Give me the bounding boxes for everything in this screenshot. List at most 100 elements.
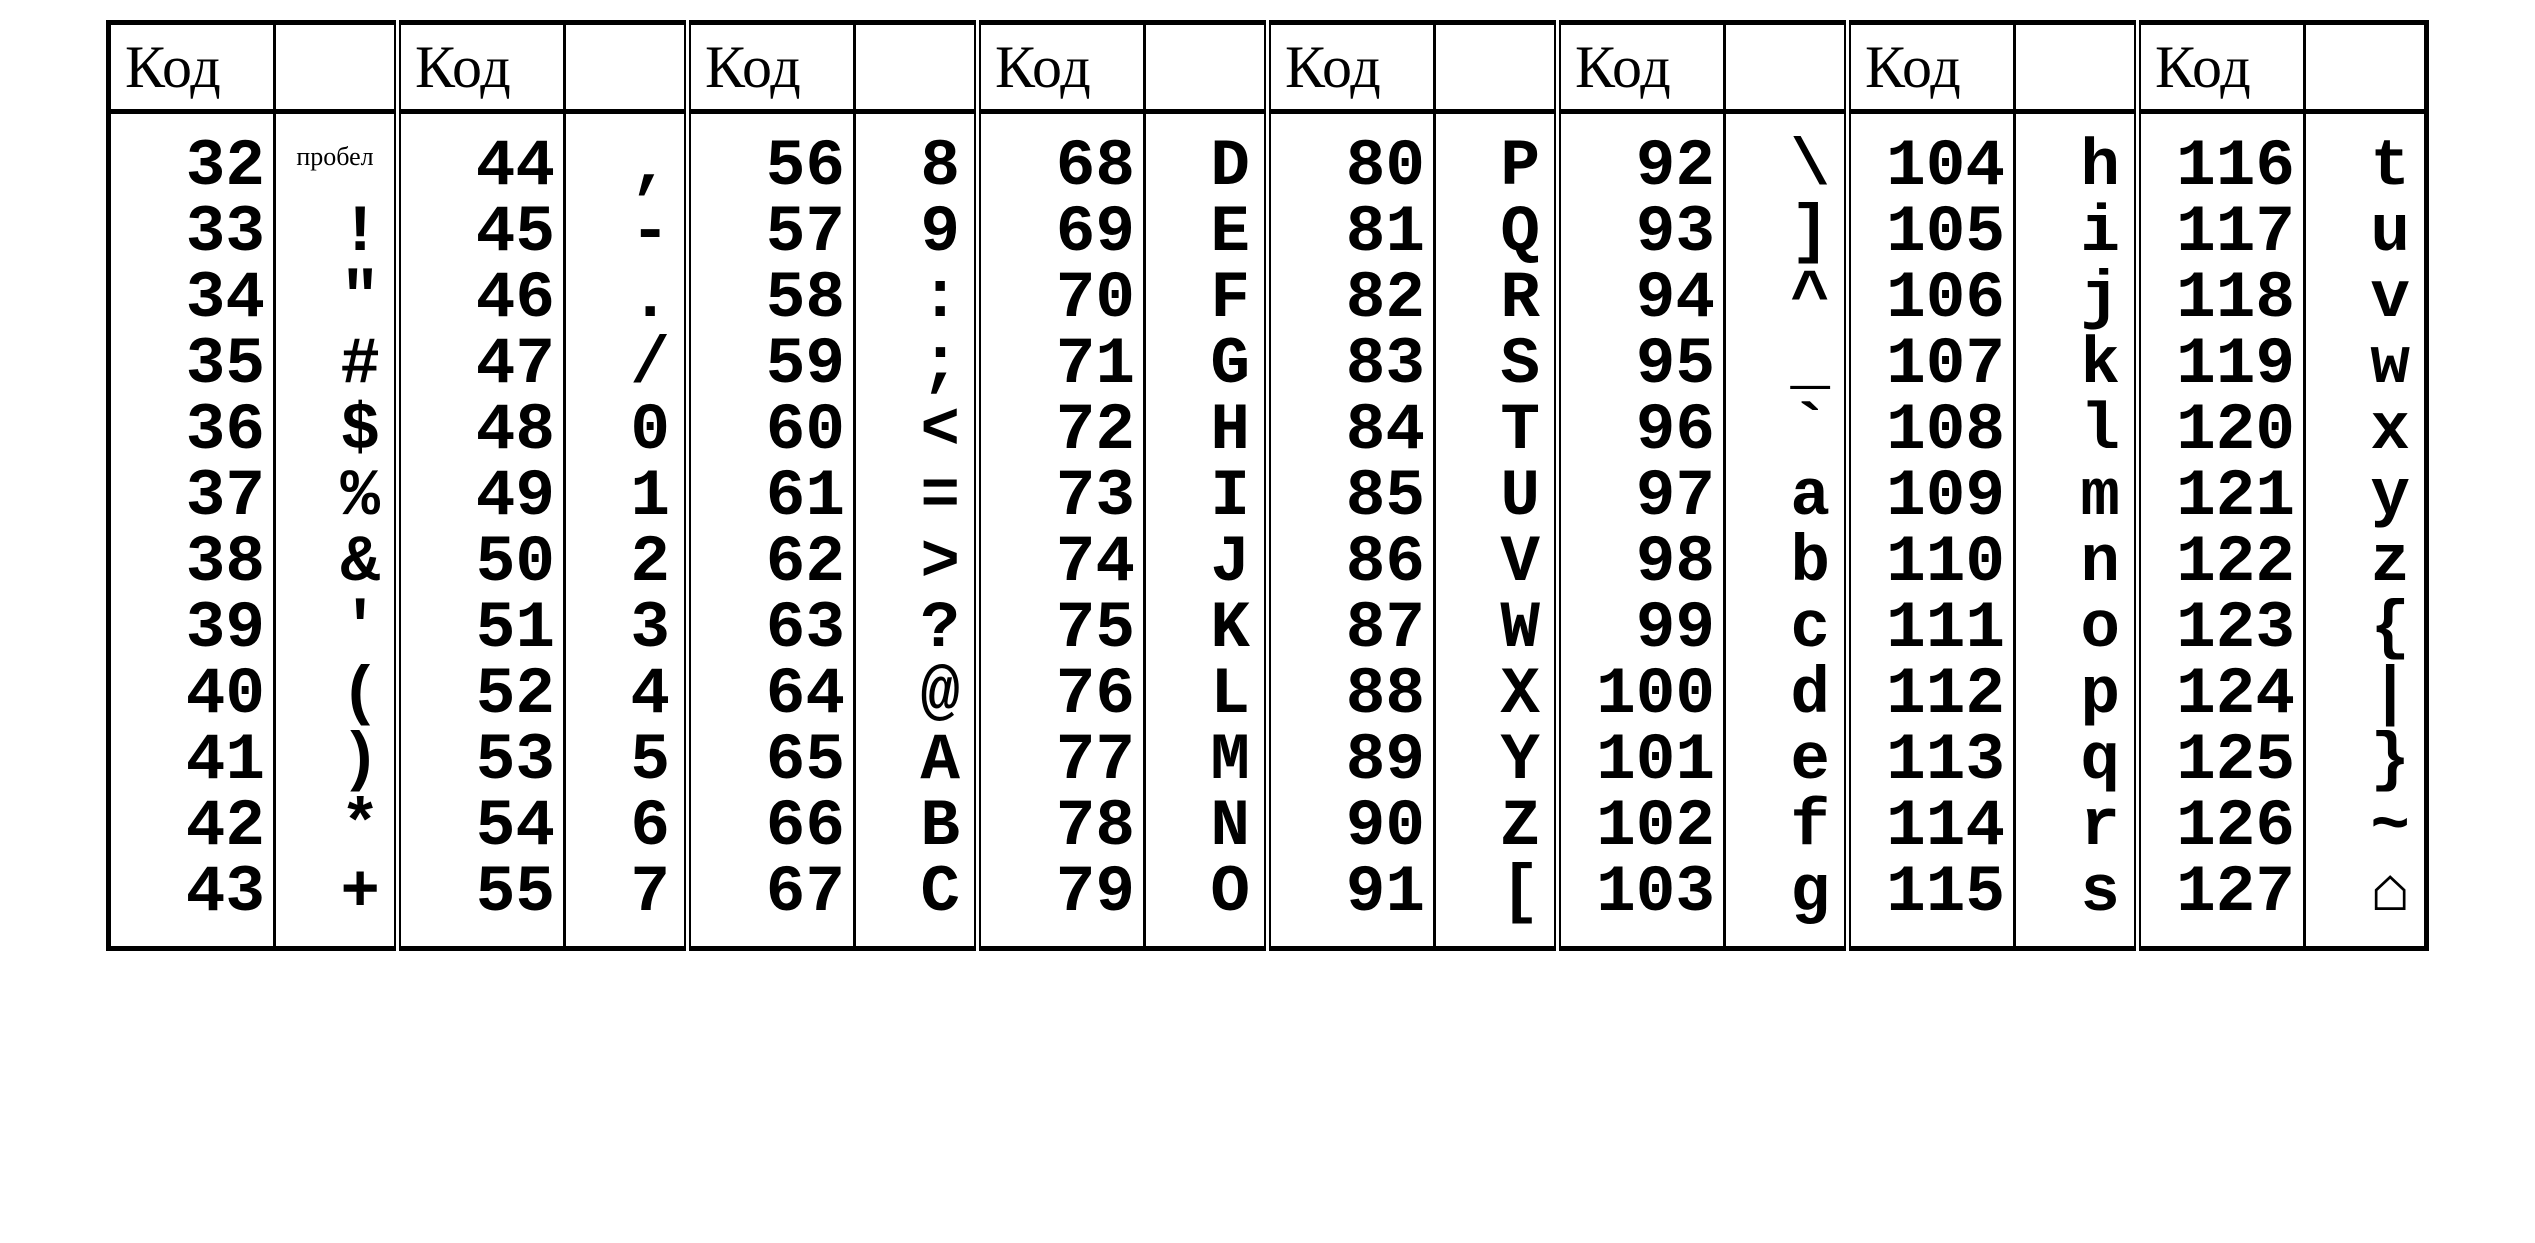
table-row: 36$48060<72H84T96`108l120x: [109, 398, 2427, 464]
header-code-5: Код: [1558, 23, 1725, 112]
code-cell: 51: [398, 596, 565, 662]
char-cell: R: [1435, 266, 1558, 332]
char-cell: &: [275, 530, 398, 596]
char-cell: S: [1435, 332, 1558, 398]
char-cell: +: [275, 860, 398, 949]
header-code-4: Код: [1268, 23, 1435, 112]
code-cell: 113: [1848, 728, 2015, 794]
table-row: 33!45-57969E81Q93]105i117u: [109, 200, 2427, 266]
char-cell: I: [1145, 464, 1268, 530]
char-cell: (: [275, 662, 398, 728]
char-cell: /: [565, 332, 688, 398]
code-cell: 81: [1268, 200, 1435, 266]
header-char-2: [855, 23, 978, 112]
char-cell: `: [1725, 398, 1848, 464]
code-cell: 122: [2138, 530, 2305, 596]
char-cell: j: [2015, 266, 2138, 332]
char-cell: 1: [565, 464, 688, 530]
code-cell: 43: [109, 860, 275, 949]
char-cell: z: [2305, 530, 2427, 596]
code-cell: 71: [978, 332, 1145, 398]
char-cell: ): [275, 728, 398, 794]
header-char-0: [275, 23, 398, 112]
char-cell: ⌂: [2305, 860, 2427, 949]
code-cell: 87: [1268, 596, 1435, 662]
code-cell: 112: [1848, 662, 2015, 728]
code-cell: 61: [688, 464, 855, 530]
char-cell: ^: [1725, 266, 1848, 332]
char-cell: $: [275, 398, 398, 464]
code-cell: 104: [1848, 112, 2015, 201]
table-row: 39'51363?75K87W99c111o123{: [109, 596, 2427, 662]
code-cell: 82: [1268, 266, 1435, 332]
code-cell: 38: [109, 530, 275, 596]
header-code-0: Код: [109, 23, 275, 112]
char-cell: w: [2305, 332, 2427, 398]
code-cell: 126: [2138, 794, 2305, 860]
char-cell: y: [2305, 464, 2427, 530]
code-cell: 55: [398, 860, 565, 949]
code-cell: 78: [978, 794, 1145, 860]
code-cell: 90: [1268, 794, 1435, 860]
char-cell: =: [855, 464, 978, 530]
char-cell: :: [855, 266, 978, 332]
char-cell: ~: [2305, 794, 2427, 860]
code-cell: 121: [2138, 464, 2305, 530]
code-cell: 108: [1848, 398, 2015, 464]
table-row: 35#47/59;71G83S95_107k119w: [109, 332, 2427, 398]
code-cell: 34: [109, 266, 275, 332]
header-char-5: [1725, 23, 1848, 112]
char-cell: #: [275, 332, 398, 398]
code-cell: 91: [1268, 860, 1435, 949]
code-cell: 111: [1848, 596, 2015, 662]
code-cell: 124: [2138, 662, 2305, 728]
code-cell: 72: [978, 398, 1145, 464]
code-cell: 37: [109, 464, 275, 530]
code-cell: 46: [398, 266, 565, 332]
char-cell: k: [2015, 332, 2138, 398]
table-header: Код Код Код Код Код Код Код Код: [109, 23, 2427, 112]
code-cell: 105: [1848, 200, 2015, 266]
table-row: 42*54666B78N90Z102f114r126~: [109, 794, 2427, 860]
code-cell: 60: [688, 398, 855, 464]
header-code-7: Код: [2138, 23, 2305, 112]
code-cell: 42: [109, 794, 275, 860]
char-cell: !: [275, 200, 398, 266]
code-cell: 127: [2138, 860, 2305, 949]
code-cell: 116: [2138, 112, 2305, 201]
char-cell: i: [2015, 200, 2138, 266]
code-cell: 76: [978, 662, 1145, 728]
code-cell: 45: [398, 200, 565, 266]
char-cell: g: [1725, 860, 1848, 949]
char-cell: a: [1725, 464, 1848, 530]
table-body: 32пробел44,56868D80P92\104h116t33!45-579…: [109, 112, 2427, 949]
char-cell: 8: [855, 112, 978, 201]
code-cell: 33: [109, 200, 275, 266]
char-cell: x: [2305, 398, 2427, 464]
char-cell: V: [1435, 530, 1558, 596]
code-cell: 96: [1558, 398, 1725, 464]
header-code-2: Код: [688, 23, 855, 112]
char-cell: |: [2305, 662, 2427, 728]
table-row: 43+55767C79O91[103g115s127⌂: [109, 860, 2427, 949]
code-cell: 120: [2138, 398, 2305, 464]
header-char-4: [1435, 23, 1558, 112]
code-cell: 65: [688, 728, 855, 794]
char-cell: r: [2015, 794, 2138, 860]
header-char-7: [2305, 23, 2427, 112]
char-cell: X: [1435, 662, 1558, 728]
code-cell: 47: [398, 332, 565, 398]
char-cell: u: [2305, 200, 2427, 266]
header-char-1: [565, 23, 688, 112]
char-cell: v: [2305, 266, 2427, 332]
code-cell: 115: [1848, 860, 2015, 949]
code-cell: 70: [978, 266, 1145, 332]
char-cell: ": [275, 266, 398, 332]
table-row: 38&50262>74J86V98b110n122z: [109, 530, 2427, 596]
code-cell: 123: [2138, 596, 2305, 662]
code-cell: 48: [398, 398, 565, 464]
char-cell: \: [1725, 112, 1848, 201]
char-cell: 6: [565, 794, 688, 860]
code-cell: 50: [398, 530, 565, 596]
table-row: 41)53565A77M89Y101e113q125}: [109, 728, 2427, 794]
